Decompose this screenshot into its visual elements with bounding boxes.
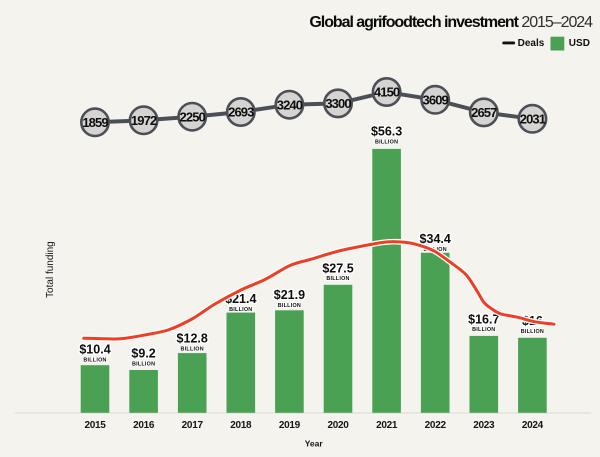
svg-text:$56.3: $56.3 [371, 125, 402, 139]
svg-text:BILLION: BILLION [375, 140, 398, 146]
svg-text:2016: 2016 [133, 420, 155, 431]
svg-text:2693: 2693 [228, 105, 254, 120]
svg-text:2657: 2657 [471, 105, 497, 120]
svg-text:3300: 3300 [325, 96, 351, 111]
svg-text:Total funding: Total funding [45, 241, 56, 298]
svg-text:BILLION: BILLION [278, 303, 301, 309]
svg-text:USD: USD [569, 38, 590, 49]
svg-text:Global agrifoodtech investment: Global agrifoodtech investment 2015–2024 [309, 14, 593, 31]
svg-text:2023: 2023 [473, 420, 495, 431]
svg-text:3609: 3609 [423, 92, 449, 107]
svg-text:BILLION: BILLION [83, 358, 106, 364]
svg-text:2021: 2021 [376, 420, 398, 431]
svg-text:$9.2: $9.2 [131, 346, 155, 360]
svg-text:2018: 2018 [230, 420, 252, 431]
svg-text:$34.4: $34.4 [420, 232, 451, 246]
svg-text:2031: 2031 [520, 111, 546, 126]
svg-text:3240: 3240 [277, 97, 303, 112]
svg-text:BILLION: BILLION [229, 307, 252, 313]
svg-text:BILLION: BILLION [132, 361, 155, 367]
svg-text:2017: 2017 [182, 420, 204, 431]
svg-text:4150: 4150 [374, 85, 400, 100]
svg-text:BILLION: BILLION [181, 347, 204, 353]
svg-text:2019: 2019 [279, 420, 301, 431]
svg-text:$10.4: $10.4 [79, 343, 110, 357]
svg-text:$27.5: $27.5 [322, 261, 353, 275]
svg-text:2020: 2020 [327, 420, 349, 431]
svg-text:BILLION: BILLION [326, 276, 349, 282]
svg-text:2024: 2024 [522, 420, 544, 431]
svg-text:Year: Year [305, 438, 324, 448]
svg-text:2250: 2250 [180, 109, 206, 124]
svg-text:BILLION: BILLION [472, 327, 495, 333]
svg-text:$21.9: $21.9 [274, 288, 305, 302]
svg-text:1859: 1859 [82, 115, 108, 130]
svg-text:2015: 2015 [84, 420, 106, 431]
svg-text:2022: 2022 [425, 420, 447, 431]
svg-text:Deals: Deals [518, 38, 545, 49]
svg-text:1972: 1972 [131, 113, 157, 128]
svg-text:$12.8: $12.8 [177, 332, 208, 346]
svg-text:$16.7: $16.7 [468, 312, 499, 326]
svg-text:BILLION: BILLION [521, 329, 544, 335]
